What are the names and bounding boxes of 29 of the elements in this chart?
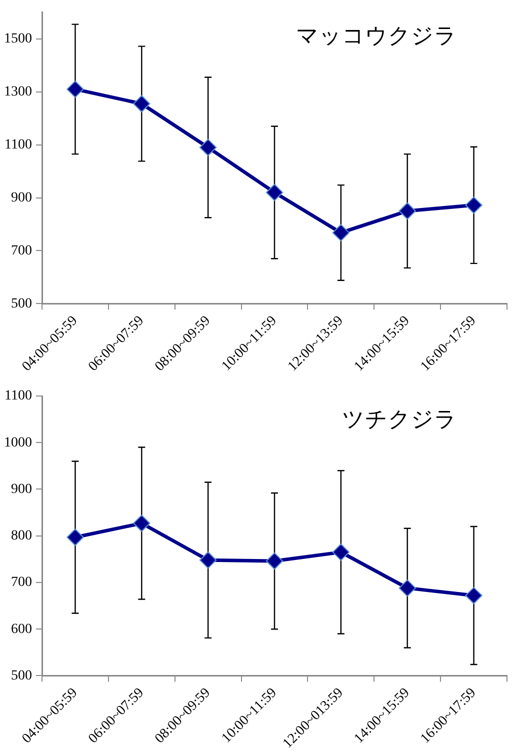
point	[398, 202, 416, 220]
point	[133, 514, 150, 532]
point	[465, 196, 482, 214]
y-tick-label: 700	[11, 575, 32, 590]
y-tick-label: 500	[11, 296, 32, 312]
y-tick-label: 900	[11, 482, 32, 497]
point	[66, 528, 84, 546]
point	[266, 184, 283, 201]
y-tick-label: 800	[11, 528, 32, 544]
y-tick-label: 600	[11, 622, 32, 637]
point	[465, 587, 482, 604]
point	[266, 552, 283, 570]
y-tick-label: 900	[11, 190, 32, 206]
y-tick-label: 500	[11, 668, 32, 684]
y-tick-label: 1300	[4, 84, 32, 100]
point	[332, 224, 350, 242]
y-tick-label: 1500	[4, 32, 32, 47]
point	[66, 80, 84, 98]
point	[200, 552, 217, 569]
y-tick-label: 700	[11, 243, 32, 258]
point	[200, 138, 217, 156]
y-tick-label: 1100	[4, 137, 32, 152]
point	[332, 544, 350, 561]
point	[398, 580, 416, 597]
y-tick-label: 1000	[4, 435, 32, 450]
text: マッコウクジラ	[296, 24, 457, 50]
text: ツチクジラ	[342, 408, 457, 433]
y-tick-label: 1100	[4, 388, 32, 404]
point	[133, 95, 150, 112]
